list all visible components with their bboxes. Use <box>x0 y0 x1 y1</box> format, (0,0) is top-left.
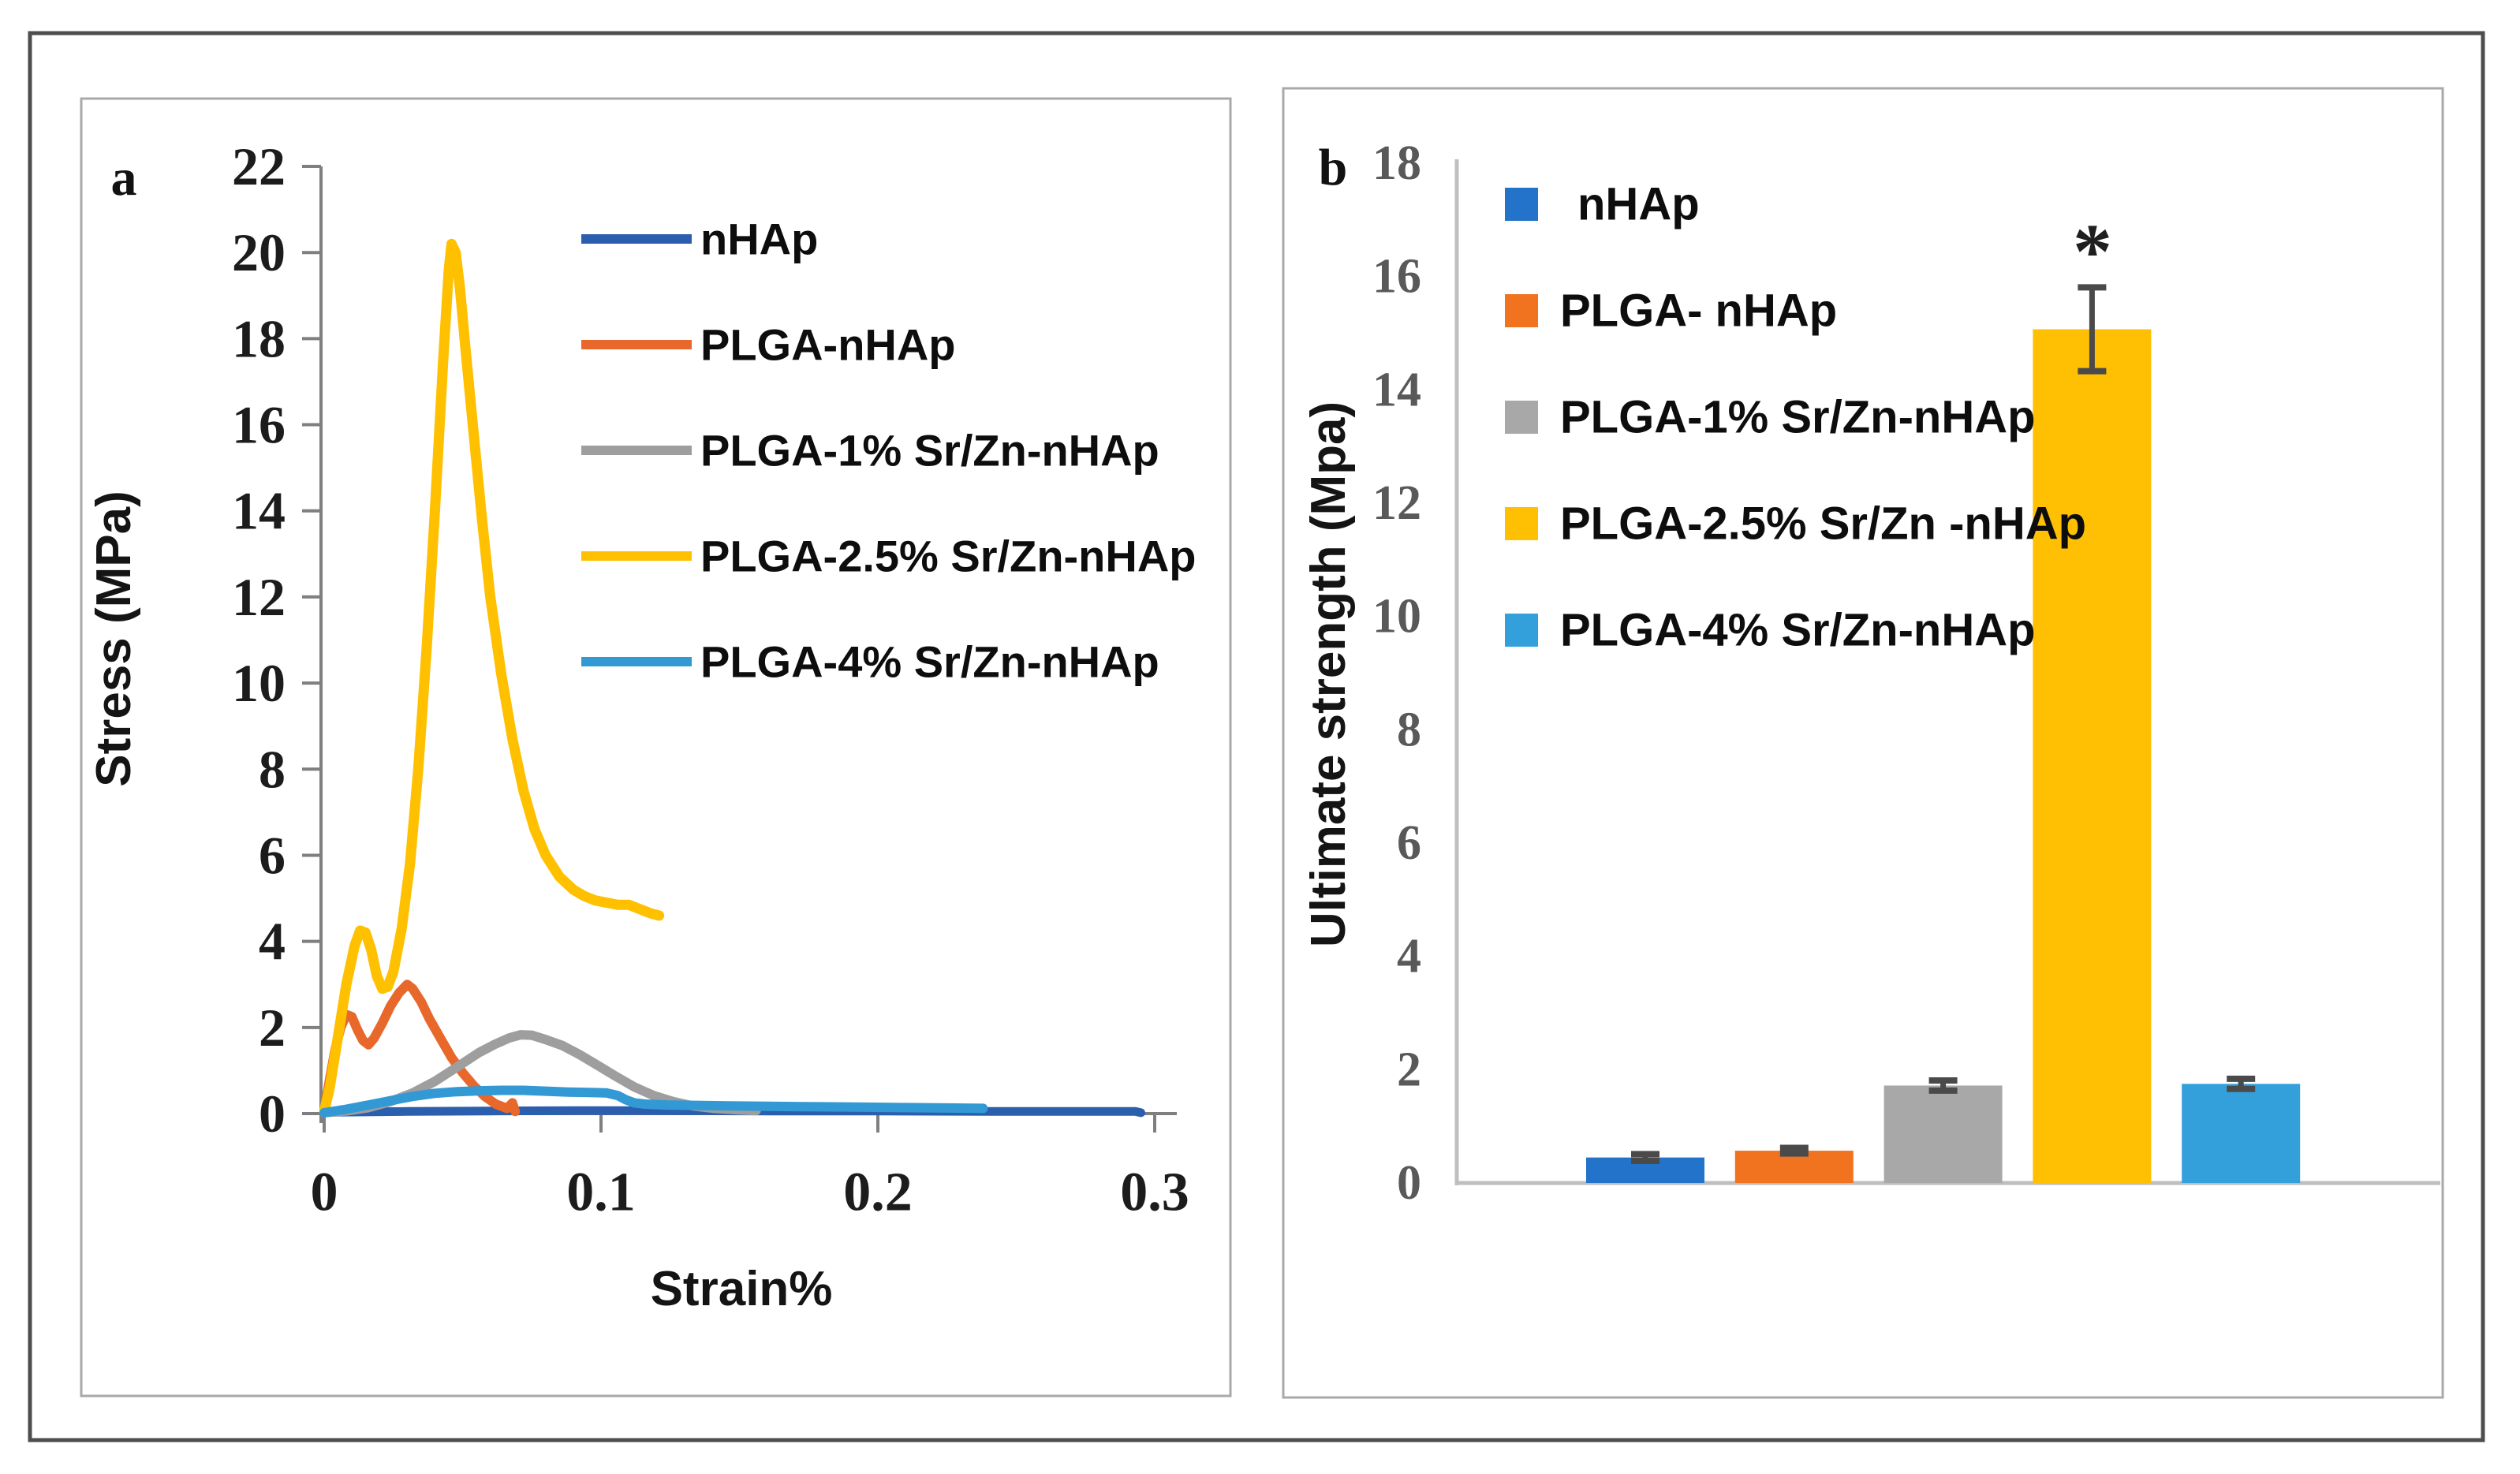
a-legend-label: PLGA-nHAp <box>700 320 956 370</box>
a-y-tick-label: 12 <box>232 567 286 627</box>
a-y-tick-label: 22 <box>232 136 286 196</box>
panel-a-letter: a <box>111 149 137 207</box>
b-legend-swatch <box>1505 188 1538 221</box>
a-legend-label: PLGA-4% Sr/Zn-nHAp <box>700 637 1159 687</box>
panel-a-plot: 0 2 4 6 8 10 12 14 16 18 20 22 0 0.1 0.2 0.3 nHAp PLGA-nH… <box>232 136 1196 1222</box>
b-bar-PLGA-4% Sr/Zn-nHAp <box>2182 1084 2301 1183</box>
panel-a-box <box>80 97 1232 1398</box>
significance-asterisk: * <box>2073 207 2112 295</box>
b-y-tick-label: 12 <box>1372 476 1421 530</box>
a-y-tick-label: 4 <box>259 912 286 972</box>
b-legend-swatch <box>1505 507 1538 540</box>
panel-a-xaxis-title: Strain% <box>651 1262 833 1316</box>
a-legend-label: nHAp <box>700 215 818 264</box>
a-y-tick-label: 6 <box>259 825 286 885</box>
b-bar-PLGA-1% Sr/Zn-nHAp <box>1883 1085 2003 1183</box>
b-legend-label: PLGA- nHAp <box>1560 285 1837 337</box>
a-y-tick-label: 8 <box>259 739 286 799</box>
b-bar-PLGA-2.5% Sr/Zn -nHAp <box>2033 329 2152 1183</box>
b-legend-label: PLGA-2.5% Sr/Zn -nHAp <box>1560 498 2086 550</box>
b-y-tick-label: 10 <box>1372 590 1421 644</box>
b-y-tick-label: 2 <box>1397 1043 1421 1096</box>
b-y-tick-label: 4 <box>1397 930 1421 983</box>
b-legend-label: PLGA-4% Sr/Zn-nHAp <box>1560 605 2036 656</box>
panel-b-letter: b <box>1319 139 1348 196</box>
panel-a-yaxis-title: Stress (MPa) <box>87 491 141 787</box>
a-y-tick-label: 2 <box>259 998 286 1058</box>
a-legend-label: PLGA-1% Sr/Zn-nHAp <box>700 426 1159 476</box>
b-y-tick-label: 6 <box>1397 816 1421 870</box>
a-y-tick-label: 18 <box>232 308 286 368</box>
a-x-tick-label: 0.3 <box>1120 1162 1189 1223</box>
b-legend-swatch <box>1505 401 1538 434</box>
b-y-tick-label: 16 <box>1372 250 1421 304</box>
a-x-tick-label: 0 <box>311 1162 338 1223</box>
b-y-tick-label: 14 <box>1372 363 1421 416</box>
a-series-PLGA-4% Sr/Zn-nHAp <box>319 1085 988 1118</box>
b-y-tick-label: 8 <box>1397 703 1421 756</box>
b-legend-label: nHAp <box>1577 179 1700 230</box>
a-y-tick-label: 16 <box>232 395 286 455</box>
a-y-tick-label: 10 <box>232 653 286 713</box>
a-x-tick-label: 0.2 <box>843 1162 913 1223</box>
b-y-tick-label: 18 <box>1372 136 1421 190</box>
panel-b-yaxis-title: Ultimate strength (Mpa) <box>1301 401 1356 947</box>
a-y-tick-label: 14 <box>232 481 286 541</box>
a-y-tick-label: 0 <box>259 1084 286 1144</box>
b-y-tick-label: 0 <box>1397 1156 1421 1210</box>
b-legend-label: PLGA-1% Sr/Zn-nHAp <box>1560 392 2036 443</box>
outer-border <box>28 31 2485 1442</box>
a-series-PLGA-2.5% Sr/Zn-nHAp <box>319 238 665 1117</box>
a-x-tick-label: 0.1 <box>566 1162 636 1223</box>
a-y-tick-label: 20 <box>232 222 286 282</box>
a-legend-label: PLGA-2.5% Sr/Zn-nHAp <box>700 532 1196 581</box>
b-legend-swatch <box>1505 294 1538 327</box>
panel-b-plot: 0 2 4 6 8 10 12 14 16 18 nHAp PLGA- nHAp PLGA-1% Sr/… <box>1372 136 2440 1210</box>
b-legend-swatch <box>1505 614 1538 647</box>
